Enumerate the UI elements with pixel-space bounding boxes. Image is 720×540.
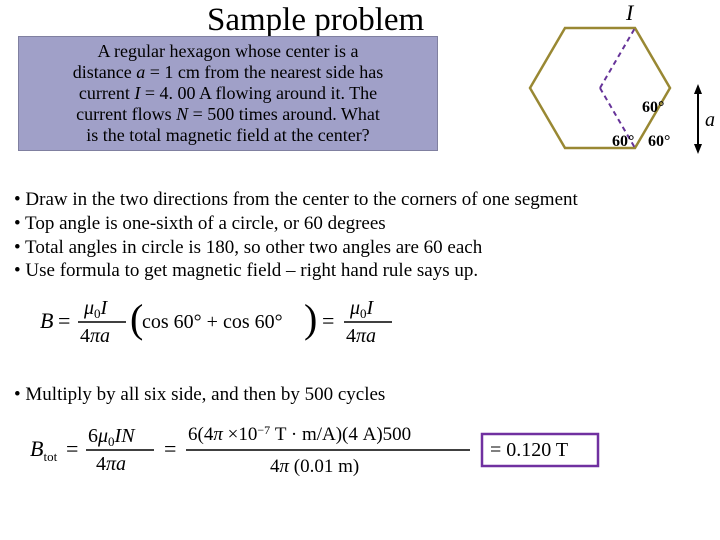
svg-text:=: =	[66, 436, 78, 461]
svg-text:μ0I: μ0I	[349, 297, 375, 321]
angle-bl: 60°	[612, 133, 634, 150]
hexagon-diagram: 60° 60° 60° I a	[500, 0, 720, 188]
svg-text:4π (0.01 m): 4π (0.01 m)	[270, 456, 359, 477]
multiply-text: • Multiply by all six side, and then by …	[14, 384, 385, 406]
angle-br: 60°	[648, 133, 670, 150]
problem-text: A regular hexagon whose center is adista…	[73, 41, 384, 145]
formula-1: B = μ0I 4πa ( cos 60° + cos 60° ) = μ0I …	[40, 290, 460, 359]
svg-text:6(4π ×10−7 T · m/A)(4 A)500: 6(4π ×10−7 T · m/A)(4 A)500	[188, 423, 411, 445]
page-title: Sample problem	[207, 2, 424, 39]
svg-text:Btot: Btot	[30, 436, 58, 464]
svg-text:=: =	[164, 436, 176, 461]
svg-text:μ0I: μ0I	[83, 297, 109, 321]
svg-text:cos 60° + cos 60°: cos 60° + cos 60°	[142, 311, 283, 333]
svg-text:= 0.120 T: = 0.120 T	[490, 439, 568, 461]
bullet-4: • Use formula to get magnetic field – ri…	[14, 259, 578, 283]
svg-text:B: B	[40, 308, 53, 333]
svg-text:4πa: 4πa	[80, 325, 110, 347]
problem-statement: A regular hexagon whose center is adista…	[18, 36, 438, 151]
svg-text:4πa: 4πa	[346, 325, 376, 347]
svg-text:): )	[304, 296, 317, 341]
bullet-3: • Total angles in circle is 180, so othe…	[14, 236, 578, 260]
svg-text:=: =	[58, 308, 70, 333]
a-arrow-head-up	[694, 84, 702, 94]
current-label: I	[625, 0, 635, 25]
bullet-2: • Top angle is one-sixth of a circle, or…	[14, 212, 578, 236]
bullet-1: • Draw in the two directions from the ce…	[14, 188, 578, 212]
a-arrow-head-down	[694, 144, 702, 154]
formula-2: Btot = 6μ0IN 4πa = 6(4π ×10−7 T · m/A)(4…	[30, 416, 700, 493]
svg-text:=: =	[322, 308, 334, 333]
svg-text:4πa: 4πa	[96, 453, 126, 475]
svg-text:6μ0IN: 6μ0IN	[88, 425, 136, 449]
a-label: a	[705, 109, 715, 131]
dash-line-1	[600, 28, 635, 88]
angle-top: 60°	[642, 99, 664, 116]
bullet-list: • Draw in the two directions from the ce…	[14, 188, 578, 283]
